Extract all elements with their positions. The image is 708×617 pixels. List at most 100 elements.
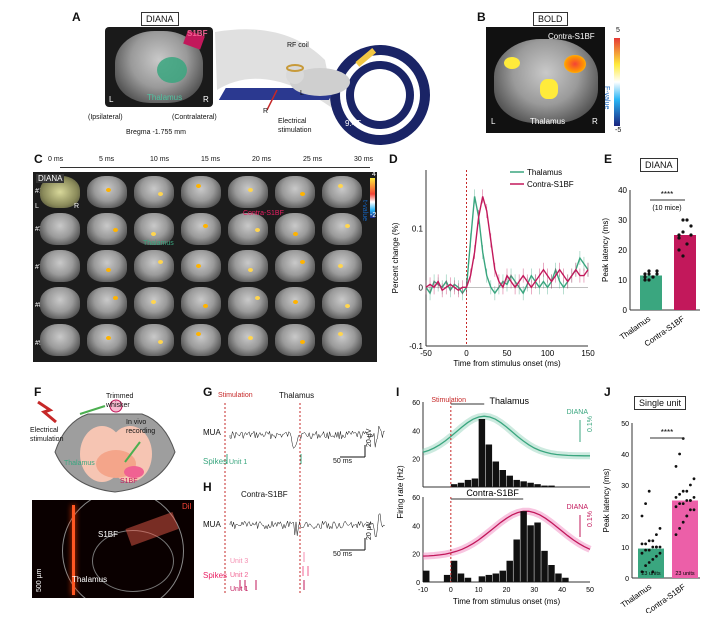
bregma-label: Bregma -1.755 mm [126, 129, 186, 136]
i-bar [513, 479, 520, 487]
activation-blob [203, 304, 208, 308]
j-point [658, 545, 662, 549]
b-l-label: L [491, 117, 496, 126]
e-point [677, 248, 681, 252]
i-xtick: 0 [449, 587, 453, 594]
bold-brain-map: Contra-S1BF Thalamus L R [486, 27, 605, 133]
i-ytick: 20 [412, 457, 420, 464]
activation-blob [196, 264, 201, 268]
i-bar [499, 470, 506, 487]
dil-histology-image [32, 500, 194, 598]
activation-blob [158, 260, 163, 264]
f-thalamus-label: Thalamus [64, 460, 95, 467]
a-thalamus-label: Thalamus [147, 93, 183, 102]
timepoint-label: 25 ms [303, 156, 323, 163]
a-l2-label: L [300, 90, 304, 97]
diana-slice [322, 250, 362, 282]
mouse-brain-diagram [37, 399, 176, 493]
i-bar [555, 573, 562, 582]
i-bar [506, 560, 513, 582]
i-bar [464, 479, 472, 487]
diana-slice [228, 176, 268, 208]
i-bar [423, 570, 430, 582]
diana-slice [322, 176, 362, 208]
subject-row-label: #8 [35, 302, 43, 309]
i-xtick: -10 [418, 587, 428, 594]
j-n-label: 23 units [675, 571, 695, 577]
activation-blob [255, 228, 260, 232]
activation-blob [248, 336, 253, 340]
i-bar [478, 419, 486, 487]
i-ytick: 60 [412, 400, 420, 407]
j-point [692, 477, 696, 481]
i-bar [541, 550, 548, 582]
activation-blob [113, 228, 118, 232]
activation-blob [345, 224, 350, 228]
diana-slice [87, 324, 127, 356]
activation-blob [158, 340, 163, 344]
c-l-label: L [35, 203, 39, 210]
j-point [644, 564, 647, 567]
i-bar [450, 484, 458, 487]
elec-stim-label: Electrical stimulation [278, 118, 312, 134]
i-diana-curve [422, 415, 590, 457]
j-point [678, 452, 681, 456]
e-point [647, 269, 651, 273]
e-point [681, 230, 685, 234]
diana-slice [275, 176, 315, 208]
activation-blob [300, 260, 305, 264]
c-contra-label: Contra-S1BF [243, 210, 284, 217]
j-point [674, 496, 678, 499]
i-ylabel: Firing rate (Hz) [396, 465, 405, 519]
diana-slice [275, 324, 315, 356]
g-scale-y: 20 µV [366, 428, 373, 447]
timepoint-label: 20 ms [252, 156, 272, 163]
i-diana1: DIANA [567, 409, 589, 416]
panel-a-box-label: DIANA [141, 12, 179, 26]
coronal-mri-slice: S1BF Thalamus L R [105, 27, 213, 107]
i-bar [513, 539, 520, 582]
activation-blob [248, 188, 253, 192]
diana-slice [134, 287, 174, 319]
j-point [651, 558, 655, 561]
diana-slice [40, 287, 80, 319]
subject-row-label: #3 [35, 226, 43, 233]
j-ytick: 30 [621, 483, 629, 490]
e-ytick: 30 [618, 216, 627, 225]
j-stars: **** [661, 428, 673, 437]
j-point [644, 502, 647, 505]
j-point [692, 496, 696, 499]
t-colorbar [370, 178, 375, 218]
e-point [643, 278, 647, 282]
f-elec-stim-label: Electrical stimulation [30, 427, 64, 443]
h-mua-label: MUA [203, 520, 221, 529]
dil-label: DiI [182, 502, 192, 511]
diana-slice [228, 287, 268, 319]
j-ytick: 20 [621, 514, 629, 521]
i-bar [534, 484, 541, 487]
d-ytick: 0 [419, 283, 424, 292]
e-point [677, 233, 681, 237]
i-scale2: 0.1% [587, 511, 594, 527]
electrode-track [72, 505, 75, 595]
e-bar [640, 275, 662, 310]
e-ytick: 20 [618, 246, 627, 255]
i-bar [548, 485, 555, 487]
diana-slice [40, 250, 80, 282]
diana-slice [181, 250, 221, 282]
panel-letter-j: J [604, 385, 611, 399]
activation-blob [293, 232, 298, 236]
i-bar [443, 574, 451, 582]
i-ytick: 20 [412, 552, 420, 559]
d-ytick: 0.1 [412, 225, 424, 234]
i-xlabel: Time from stimulus onset (ms) [453, 597, 561, 606]
diana-slice [181, 213, 221, 245]
activation-blob [106, 336, 111, 340]
b-contra-label: Contra-S1BF [548, 32, 595, 41]
i-ytick: 40 [412, 523, 420, 530]
panel-letter-i: I [396, 385, 400, 399]
scalebar-label: 500 µm [36, 568, 43, 593]
h-mua-trace [229, 513, 385, 537]
bold-ipsi-blob [504, 57, 520, 69]
